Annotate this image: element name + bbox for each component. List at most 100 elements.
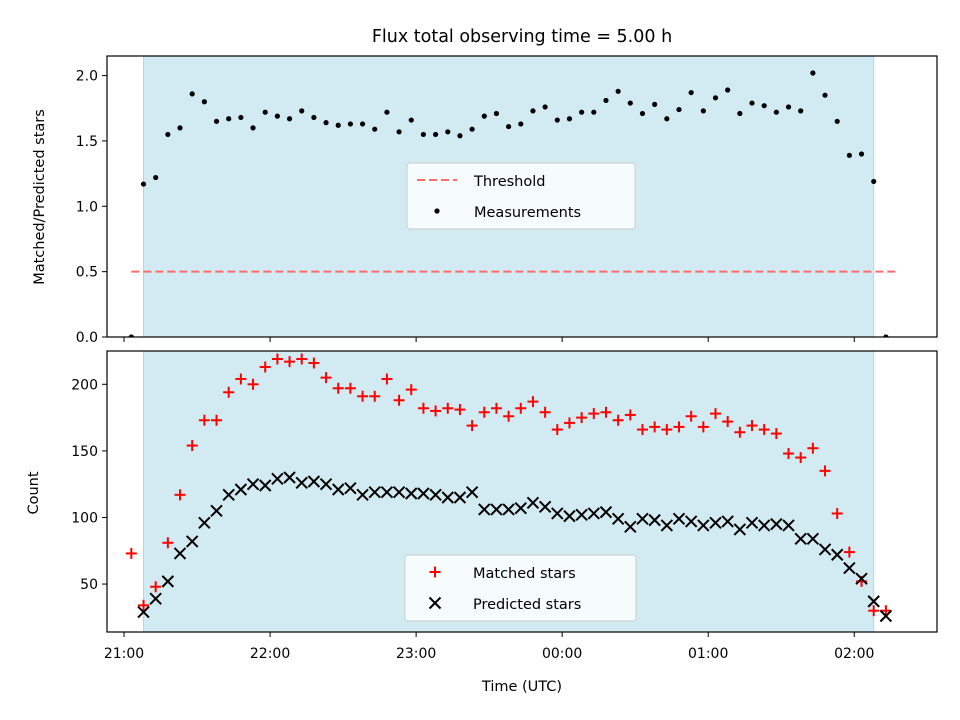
matched-star-point [125, 547, 137, 559]
measurement-point [822, 92, 828, 98]
predicted-star-point [441, 491, 454, 504]
matched-star-point [490, 402, 502, 414]
matched-star-point [442, 402, 454, 414]
legend-predicted-label: Predicted stars [473, 597, 581, 613]
y-tick-label: 0.0 [76, 330, 98, 346]
measurement-point [493, 110, 500, 117]
measurement-point [506, 123, 512, 130]
measurement-point [858, 151, 865, 157]
measurement-point [639, 110, 646, 117]
y-tick-label: 200 [71, 377, 98, 393]
predicted-star-point [843, 561, 856, 575]
predicted-star-point [319, 477, 333, 491]
matched-star-point [503, 410, 515, 422]
measurement-point [420, 131, 427, 138]
legend-matched-label: Matched stars [473, 566, 576, 582]
measurement-point [177, 125, 183, 131]
measurement-point [627, 100, 633, 106]
matched-star-point [198, 414, 210, 426]
predicted-star-point [185, 535, 199, 548]
matched-star-point [673, 421, 685, 433]
matched-star-point [624, 409, 636, 421]
measurement-point [238, 114, 244, 121]
measurement-point [591, 109, 597, 115]
matched-star-point [284, 356, 296, 368]
matched-star-point [454, 404, 466, 416]
matched-star-point [600, 406, 612, 418]
measurement-point [712, 95, 719, 101]
measurement-point [457, 133, 463, 139]
matched-star-point [661, 424, 673, 436]
matched-star-point [746, 420, 758, 432]
predicted-star-point [429, 488, 442, 502]
matched-star-point [417, 402, 429, 414]
predicted-star-point [234, 483, 248, 496]
matched-star-point [539, 406, 551, 418]
measurement-point [566, 116, 573, 122]
matched-star-point [710, 408, 722, 420]
matched-star-point [405, 384, 417, 396]
matched-star-point [296, 353, 308, 365]
measurement-point [834, 118, 840, 124]
predicted-star-point [514, 501, 527, 515]
matched-star-point [259, 361, 271, 373]
measurement-point [481, 113, 487, 119]
predicted-star-point [599, 505, 613, 519]
predicted-star-point [222, 488, 235, 502]
measurement-point [761, 103, 767, 109]
legend: Matched stars Predicted stars [404, 554, 637, 622]
measurement-point [372, 126, 378, 132]
legend-threshold-label: Threshold [473, 174, 545, 190]
matched-star-point [332, 382, 344, 394]
plot-area [125, 353, 893, 623]
matched-star-point [734, 426, 746, 438]
matched-star-point [868, 605, 880, 617]
measurement-point [749, 100, 755, 106]
matched-star-point [697, 421, 709, 433]
top-y-axis-label: Matched/Predicted stars [32, 109, 48, 285]
matched-star-point [758, 424, 770, 436]
matched-star-point [783, 448, 795, 460]
predicted-star-point [295, 476, 308, 490]
legend-measurements-swatch [434, 208, 440, 214]
measurement-point [140, 181, 147, 187]
measurement-point [201, 99, 207, 105]
matched-star-point [843, 546, 855, 558]
y-tick-label: 50 [80, 577, 98, 593]
predicted-star-point [490, 503, 503, 516]
matched-star-point [722, 416, 734, 428]
measurement-point [408, 117, 414, 123]
predicted-star-point [624, 520, 637, 533]
measurement-point [846, 152, 852, 158]
matched-star-point [466, 420, 478, 432]
x-tick-label: 22:00 [250, 646, 290, 662]
matched-star-point [563, 417, 575, 429]
predicted-star-point [806, 532, 820, 545]
y-tick-label: 2.0 [76, 69, 98, 85]
predicted-star-point [709, 516, 722, 530]
measurement-point [299, 108, 305, 114]
measurement-point [274, 113, 280, 119]
y-tick-label: 150 [71, 444, 98, 460]
legend-matched-swatch [429, 566, 441, 578]
matched-star-point [381, 373, 393, 385]
predicted-star-point [818, 543, 832, 556]
measurement-point [432, 131, 439, 138]
measurement-point [664, 116, 670, 122]
predicted-star-point [283, 471, 296, 484]
measurement-point [323, 120, 329, 126]
measurement-point [603, 97, 609, 104]
legend-predicted-swatch [428, 596, 442, 610]
measurement-point [652, 101, 658, 107]
predicted-star-point [636, 512, 649, 526]
predicted-star-point [770, 517, 783, 531]
bottom-y-axis-label: Count [26, 471, 42, 514]
measurement-point [335, 122, 341, 128]
predicted-star-point [538, 500, 552, 514]
matched-star-point [308, 357, 320, 369]
x-tick-label: 01:00 [688, 646, 728, 662]
measurement-point [785, 104, 792, 110]
measurement-point [445, 129, 451, 135]
count-panel: 50 100 150 200 21:00 22:00 23:00 00:00 01:00 02:0… [71, 350, 938, 662]
